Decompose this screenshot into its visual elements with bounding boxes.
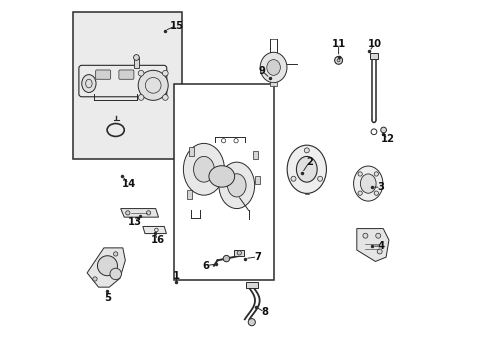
- Text: 2: 2: [306, 157, 313, 167]
- Circle shape: [237, 251, 242, 255]
- Bar: [369, 53, 378, 59]
- Bar: [234, 249, 245, 256]
- Ellipse shape: [82, 75, 96, 93]
- Circle shape: [318, 176, 322, 181]
- Circle shape: [304, 148, 309, 153]
- Text: 11: 11: [331, 39, 346, 49]
- Polygon shape: [87, 248, 125, 287]
- Circle shape: [358, 191, 362, 195]
- Circle shape: [358, 172, 362, 176]
- Circle shape: [126, 211, 130, 215]
- Ellipse shape: [227, 174, 246, 197]
- Text: 5: 5: [104, 293, 111, 303]
- Text: 3: 3: [377, 182, 384, 192]
- Circle shape: [163, 95, 168, 100]
- Ellipse shape: [360, 174, 376, 193]
- Ellipse shape: [209, 166, 235, 187]
- Circle shape: [147, 211, 151, 215]
- Circle shape: [138, 95, 144, 100]
- Polygon shape: [143, 226, 167, 234]
- Circle shape: [114, 252, 118, 256]
- Circle shape: [163, 70, 168, 76]
- Bar: [134, 58, 139, 68]
- Circle shape: [335, 57, 343, 64]
- Circle shape: [248, 319, 255, 326]
- Ellipse shape: [296, 157, 317, 182]
- Text: 10: 10: [368, 39, 381, 49]
- Circle shape: [363, 233, 368, 238]
- FancyBboxPatch shape: [119, 70, 134, 79]
- Circle shape: [376, 233, 381, 238]
- Text: 4: 4: [377, 241, 384, 251]
- Circle shape: [110, 268, 122, 280]
- Text: 13: 13: [128, 217, 142, 227]
- Circle shape: [381, 127, 387, 133]
- Circle shape: [374, 172, 378, 176]
- Bar: [255, 176, 260, 184]
- Bar: [245, 282, 258, 288]
- Circle shape: [138, 70, 144, 76]
- Bar: [187, 190, 192, 199]
- Circle shape: [223, 255, 230, 262]
- Bar: [173, 84, 273, 280]
- Ellipse shape: [219, 162, 255, 208]
- Text: 15: 15: [170, 21, 183, 31]
- Circle shape: [374, 191, 378, 195]
- Bar: [73, 12, 182, 158]
- Polygon shape: [357, 229, 389, 261]
- Ellipse shape: [354, 166, 383, 201]
- Text: 9: 9: [259, 66, 266, 76]
- Circle shape: [134, 55, 139, 60]
- Circle shape: [377, 249, 382, 254]
- Ellipse shape: [194, 157, 214, 182]
- Text: 1: 1: [173, 271, 180, 282]
- Text: 12: 12: [381, 134, 395, 144]
- Bar: [189, 147, 194, 156]
- Circle shape: [98, 256, 118, 276]
- Ellipse shape: [260, 52, 287, 83]
- Ellipse shape: [267, 60, 280, 75]
- Text: 7: 7: [254, 252, 261, 262]
- Ellipse shape: [287, 145, 326, 193]
- Circle shape: [291, 176, 296, 181]
- Bar: [253, 151, 258, 159]
- Circle shape: [138, 70, 168, 100]
- Bar: [270, 82, 277, 86]
- Ellipse shape: [183, 143, 224, 195]
- Text: 6: 6: [202, 261, 209, 271]
- Text: 14: 14: [122, 179, 136, 189]
- Text: 16: 16: [150, 235, 165, 245]
- Circle shape: [93, 277, 97, 281]
- FancyBboxPatch shape: [96, 70, 111, 79]
- Polygon shape: [121, 208, 159, 217]
- Text: 8: 8: [261, 307, 268, 317]
